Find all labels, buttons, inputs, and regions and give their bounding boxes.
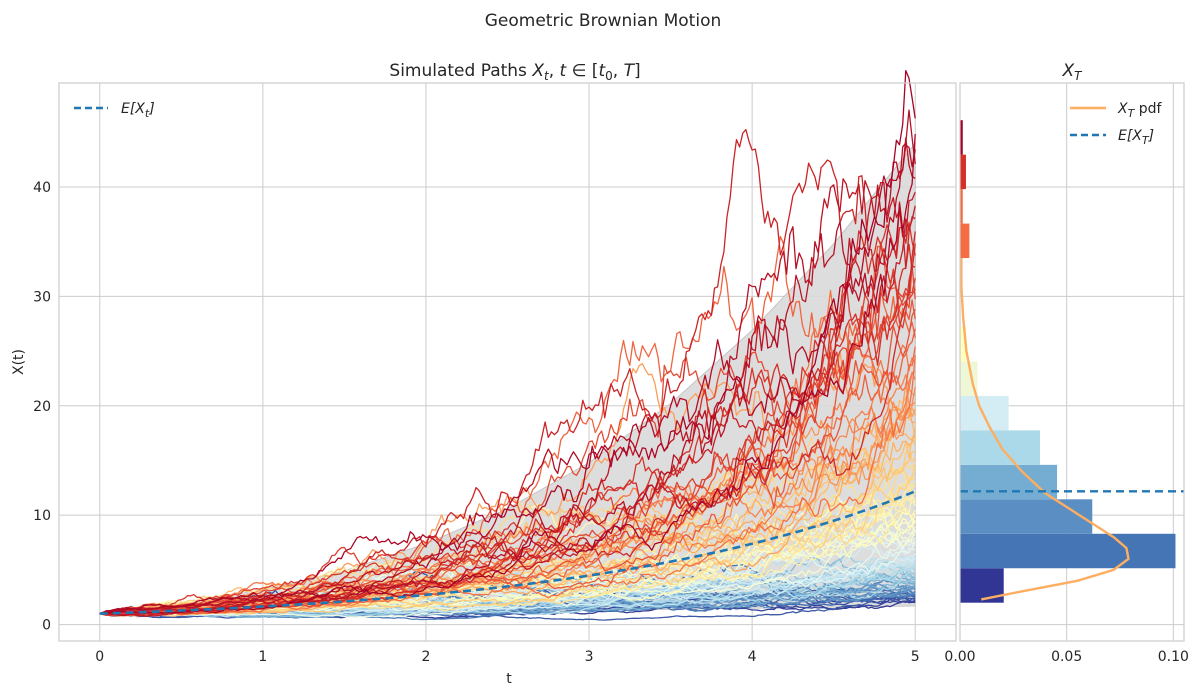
y-tick-label: 40 — [33, 180, 51, 196]
histogram-bar — [960, 258, 963, 293]
simulated-paths — [99, 69, 916, 621]
x-tick-label: 0.00 — [944, 649, 975, 665]
y-tick-label: 30 — [33, 289, 51, 305]
x-tick-label: 0 — [95, 649, 104, 665]
simulated-path — [99, 69, 916, 615]
paths-panel-title: Simulated Paths Xt, t ∈ [t0, T] — [389, 61, 640, 83]
histogram-bar — [960, 189, 963, 224]
terminal-frame — [959, 82, 1185, 642]
simulated-path — [99, 109, 916, 615]
terminal-ticks: 0.00 0.05 0.10 — [944, 649, 1189, 665]
terminal-distribution-panel: XT 0.00 0.05 0.10 XT pdf E[XT] — [944, 61, 1189, 665]
x-tick-label: 4 — [748, 649, 757, 665]
histogram-bar — [960, 395, 1009, 431]
histogram-bar — [960, 499, 1093, 534]
confidence-band-area — [99, 142, 916, 614]
mean-curve-line — [99, 490, 916, 615]
paths-frame — [58, 82, 957, 642]
histogram-bar — [960, 430, 1040, 465]
y-tick-label: 0 — [42, 618, 51, 634]
x-tick-label: 5 — [911, 649, 920, 665]
histogram-bar — [960, 533, 1176, 569]
pdf-curve-line — [960, 285, 1130, 601]
y-tick-label: 20 — [33, 399, 51, 415]
legend-mean-label: E[Xt] — [121, 101, 155, 120]
pdf-curve — [960, 285, 1130, 601]
histogram-bar — [960, 326, 966, 362]
figure-suptitle: Geometric Brownian Motion — [485, 11, 722, 31]
simulated-path — [99, 443, 916, 617]
terminal-legend: XT pdf E[XT] — [1070, 101, 1163, 147]
histogram-bar — [960, 568, 1004, 603]
paths-legend: E[Xt] — [74, 101, 155, 120]
terminal-panel-title: XT — [1062, 61, 1084, 83]
paths-panel: Simulated Paths Xt, t ∈ [t0, T] 0 1 2 3 4 5 0 1… — [11, 61, 957, 687]
simulated-path — [99, 309, 916, 615]
histogram-bar — [960, 154, 966, 190]
x-tick-label: 0.10 — [1158, 649, 1189, 665]
x-tick-label: 3 — [585, 649, 594, 665]
simulated-path — [99, 134, 916, 615]
histogram-bar — [960, 223, 970, 259]
paths-ticks: 0 1 2 3 4 5 0 10 20 30 40 — [33, 180, 920, 665]
legend-terminal-mean-label: E[XT] — [1118, 128, 1154, 147]
confidence-band — [99, 142, 916, 614]
y-tick-label: 10 — [33, 508, 51, 524]
histogram-bar — [960, 120, 963, 155]
x-tick-label: 2 — [421, 649, 430, 665]
histogram-bars — [960, 120, 1176, 603]
mean-curve — [99, 490, 916, 615]
y-axis-label: X(t) — [11, 349, 27, 375]
histogram-bar — [960, 464, 1058, 500]
x-tick-label: 1 — [258, 649, 267, 665]
x-tick-label: 0.05 — [1051, 649, 1082, 665]
x-axis-label: t — [506, 671, 512, 687]
legend-pdf-label: XT pdf — [1117, 101, 1163, 120]
